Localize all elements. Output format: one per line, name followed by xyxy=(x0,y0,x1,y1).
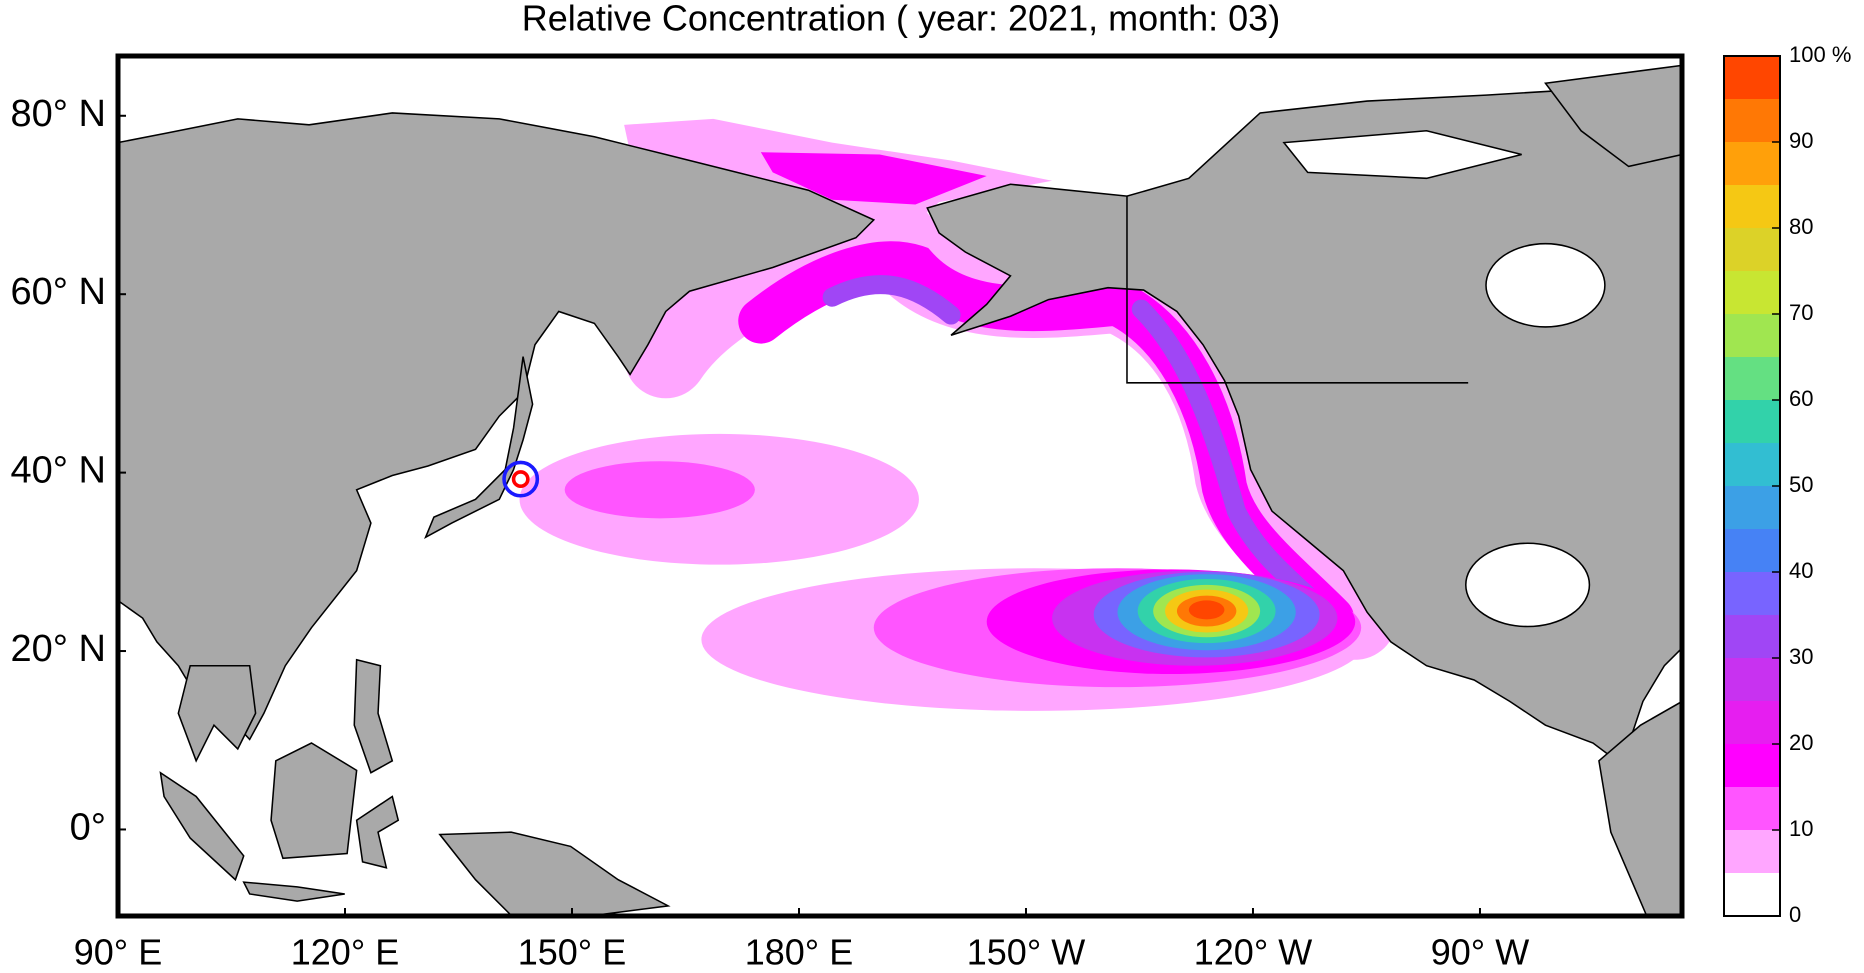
colorbar-band xyxy=(1724,357,1780,400)
colorbar-band xyxy=(1724,400,1780,443)
colorbar-label: 40 xyxy=(1789,558,1813,583)
colorbar-band xyxy=(1724,185,1780,228)
y-tick-label: 20° N xyxy=(11,628,106,670)
colorbar-band xyxy=(1724,486,1780,529)
colorbar-band xyxy=(1724,56,1780,99)
x-tick-label: 120° W xyxy=(1194,932,1312,973)
sumatra xyxy=(159,771,245,882)
plume xyxy=(564,461,755,519)
colorbar-band xyxy=(1724,873,1780,916)
new-guinea xyxy=(438,831,671,917)
colorbar-label: 50 xyxy=(1789,472,1813,497)
y-tick-label: 80° N xyxy=(11,93,106,135)
x-tick-label: 90° E xyxy=(74,932,162,973)
colorbar-label: 100 % xyxy=(1789,42,1851,67)
x-tick-label: 150° W xyxy=(967,932,1085,973)
colorbar-band xyxy=(1724,443,1780,486)
sulawesi xyxy=(355,795,400,869)
colorbar-label: 90 xyxy=(1789,128,1813,153)
x-tick-label: 90° W xyxy=(1431,932,1529,973)
colorbar-label: 30 xyxy=(1789,644,1813,669)
borneo xyxy=(270,742,358,860)
arctic-channel xyxy=(1282,129,1522,180)
colorbar-label: 60 xyxy=(1789,386,1813,411)
colorbar-band xyxy=(1724,744,1780,787)
colorbar-label: 0 xyxy=(1789,902,1801,927)
colorbar-band xyxy=(1724,228,1780,271)
colorbar-band xyxy=(1724,701,1780,744)
x-tick-label: 180° E xyxy=(745,932,853,973)
colorbar-band xyxy=(1724,142,1780,185)
y-tick-label: 0° xyxy=(70,806,106,848)
colorbar-band xyxy=(1724,572,1780,615)
indochina xyxy=(177,664,257,763)
gulf-of-mexico xyxy=(1465,542,1591,628)
colorbar-band xyxy=(1724,271,1780,314)
plume xyxy=(760,152,987,205)
java xyxy=(242,881,345,902)
colorbar-band xyxy=(1724,658,1780,701)
map-layer xyxy=(116,64,1683,917)
y-tick-label: 60° N xyxy=(11,271,106,313)
map-title: Relative Concentration ( year: 2021, mon… xyxy=(522,0,1280,39)
border xyxy=(1126,196,1469,384)
y-tick-label: 40° N xyxy=(11,450,106,492)
colorbar-band xyxy=(1724,830,1780,873)
colorbar-band xyxy=(1724,787,1780,830)
hudson-bay xyxy=(1485,242,1606,328)
source-point xyxy=(511,470,530,489)
colorbar-band xyxy=(1724,314,1780,357)
colorbar-band xyxy=(1724,529,1780,572)
philippines xyxy=(353,658,394,774)
colorbar-band xyxy=(1724,615,1780,658)
colorbar-label: 20 xyxy=(1789,730,1813,755)
source-ring xyxy=(502,460,540,498)
plume xyxy=(1188,600,1225,620)
colorbar-label: 10 xyxy=(1789,816,1813,841)
colorbar-band xyxy=(1724,99,1780,142)
colorbar-label: 80 xyxy=(1789,214,1813,239)
map-frame xyxy=(115,53,1685,919)
x-tick-label: 120° E xyxy=(291,932,399,973)
greenland xyxy=(1544,64,1683,168)
japan xyxy=(424,356,534,540)
colorbar-label: 70 xyxy=(1789,300,1813,325)
x-tick-label: 150° E xyxy=(518,932,626,973)
